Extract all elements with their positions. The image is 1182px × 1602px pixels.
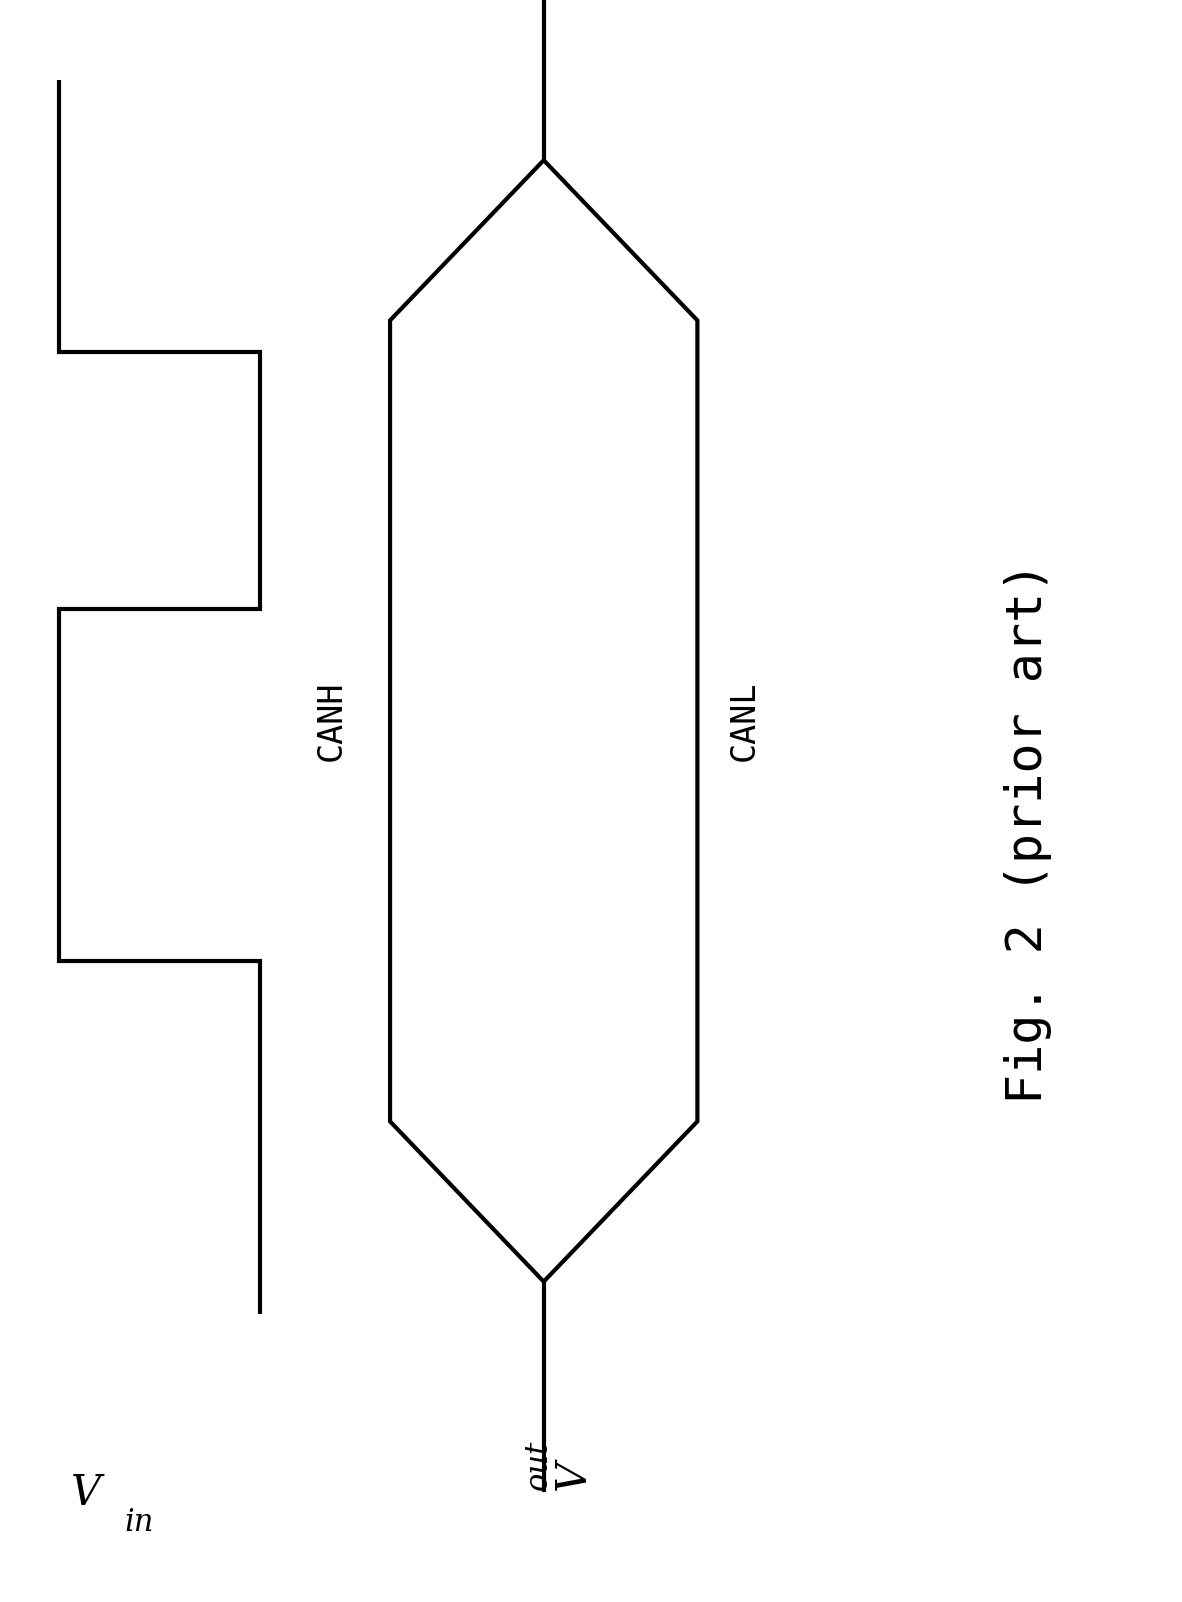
Text: in: in — [124, 1507, 154, 1538]
Text: V: V — [71, 1472, 100, 1514]
Text: V: V — [552, 1459, 595, 1490]
Text: CANL: CANL — [728, 681, 761, 761]
Text: out: out — [522, 1440, 553, 1490]
Text: Fig. 2 (prior art): Fig. 2 (prior art) — [1005, 562, 1052, 1104]
Text: CANH: CANH — [314, 681, 348, 761]
